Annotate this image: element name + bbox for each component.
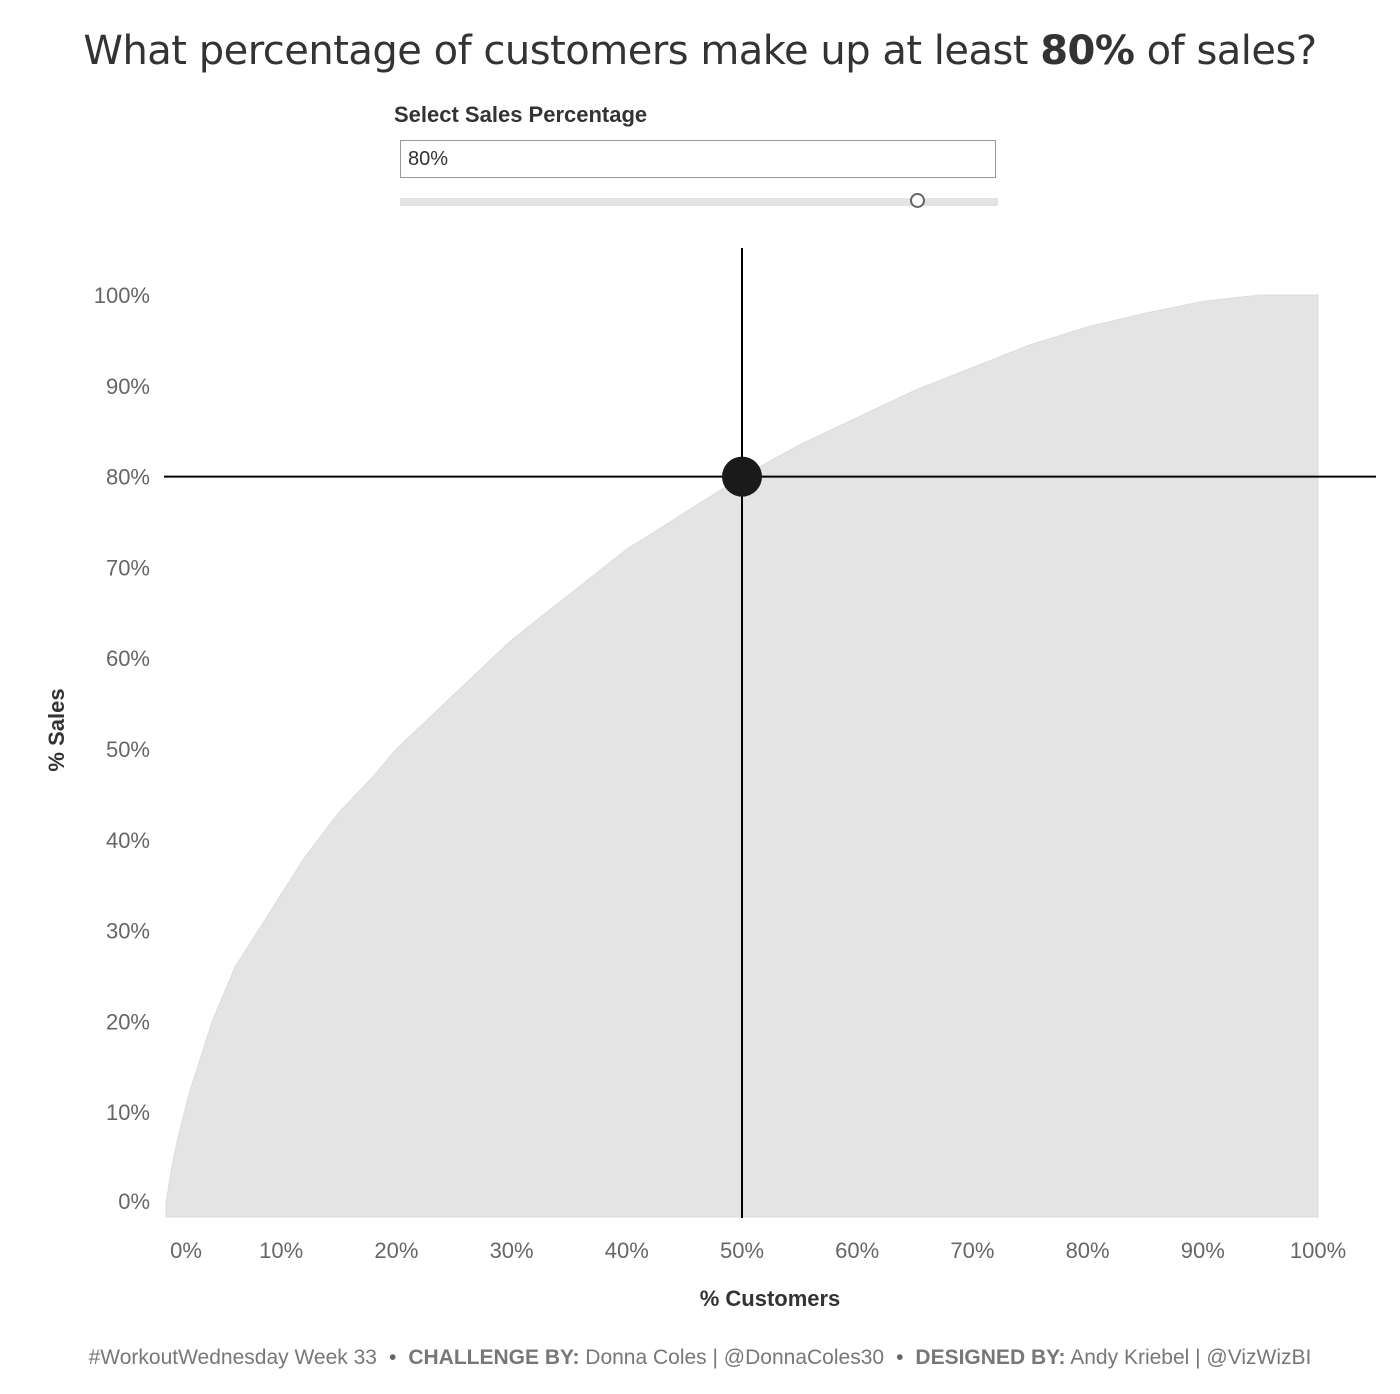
x-tick-label: 60% [835, 1238, 879, 1263]
x-tick-label: 30% [490, 1238, 534, 1263]
y-tick-label: 40% [106, 828, 150, 853]
footer-bullet: • [896, 1346, 904, 1369]
page-title: What percentage of customers make up at … [83, 28, 1317, 74]
parameter-label: Select Sales Percentage [394, 102, 648, 127]
x-tick-label: 90% [1181, 1238, 1225, 1263]
footer-designed-label: DESIGNED BY: [915, 1346, 1066, 1369]
sales-percentage-slider[interactable] [400, 198, 998, 206]
y-tick-label: 70% [106, 555, 150, 580]
y-tick-label: 80% [106, 465, 150, 490]
y-tick-label: 100% [94, 283, 150, 308]
x-tick-label: 50% [720, 1238, 764, 1263]
x-axis-title: % Customers [700, 1286, 841, 1311]
intersection-marker [722, 456, 762, 497]
y-tick-label: 10% [106, 1100, 150, 1125]
y-tick-label: 50% [106, 737, 150, 762]
footer-challenge-label: CHALLENGE BY: [408, 1346, 580, 1369]
x-tick-label: 0% [170, 1238, 202, 1263]
title-highlight: 80% [1040, 28, 1135, 74]
pareto-chart: 0% 10% 20% 30% 40% 50% 60% 70% 80% 90% 100% 0% 10% 20… [44, 248, 1376, 1311]
y-tick-label: 90% [106, 374, 150, 399]
y-tick-label: 30% [106, 919, 150, 944]
x-tick-label: 70% [950, 1238, 994, 1263]
slider-thumb[interactable] [909, 193, 925, 208]
y-tick-label: 60% [106, 646, 150, 671]
y-axis-title: % Sales [44, 688, 69, 771]
x-tick-label: 10% [259, 1238, 303, 1263]
y-tick-label: 20% [106, 1009, 150, 1034]
footer-bullet: • [388, 1346, 397, 1369]
footer: #WorkoutWednesday Week 33 • CHALLENGE BY: … [0, 1346, 1400, 1370]
footer-workout: #WorkoutWednesday Week 33 [88, 1346, 377, 1369]
footer-challenge-value: Donna Coles | @DonnaColes30 [579, 1346, 885, 1369]
footer-designed-value: Andy Kriebel | @VizWizBI [1065, 1346, 1312, 1369]
x-tick-label: 100% [1290, 1238, 1346, 1263]
x-tick-label: 80% [1066, 1238, 1110, 1263]
x-tick-label: 40% [605, 1238, 649, 1263]
y-tick-label: 0% [118, 1189, 150, 1214]
sales-percentage-input[interactable]: 80% [400, 140, 996, 178]
x-tick-label: 20% [374, 1238, 418, 1263]
